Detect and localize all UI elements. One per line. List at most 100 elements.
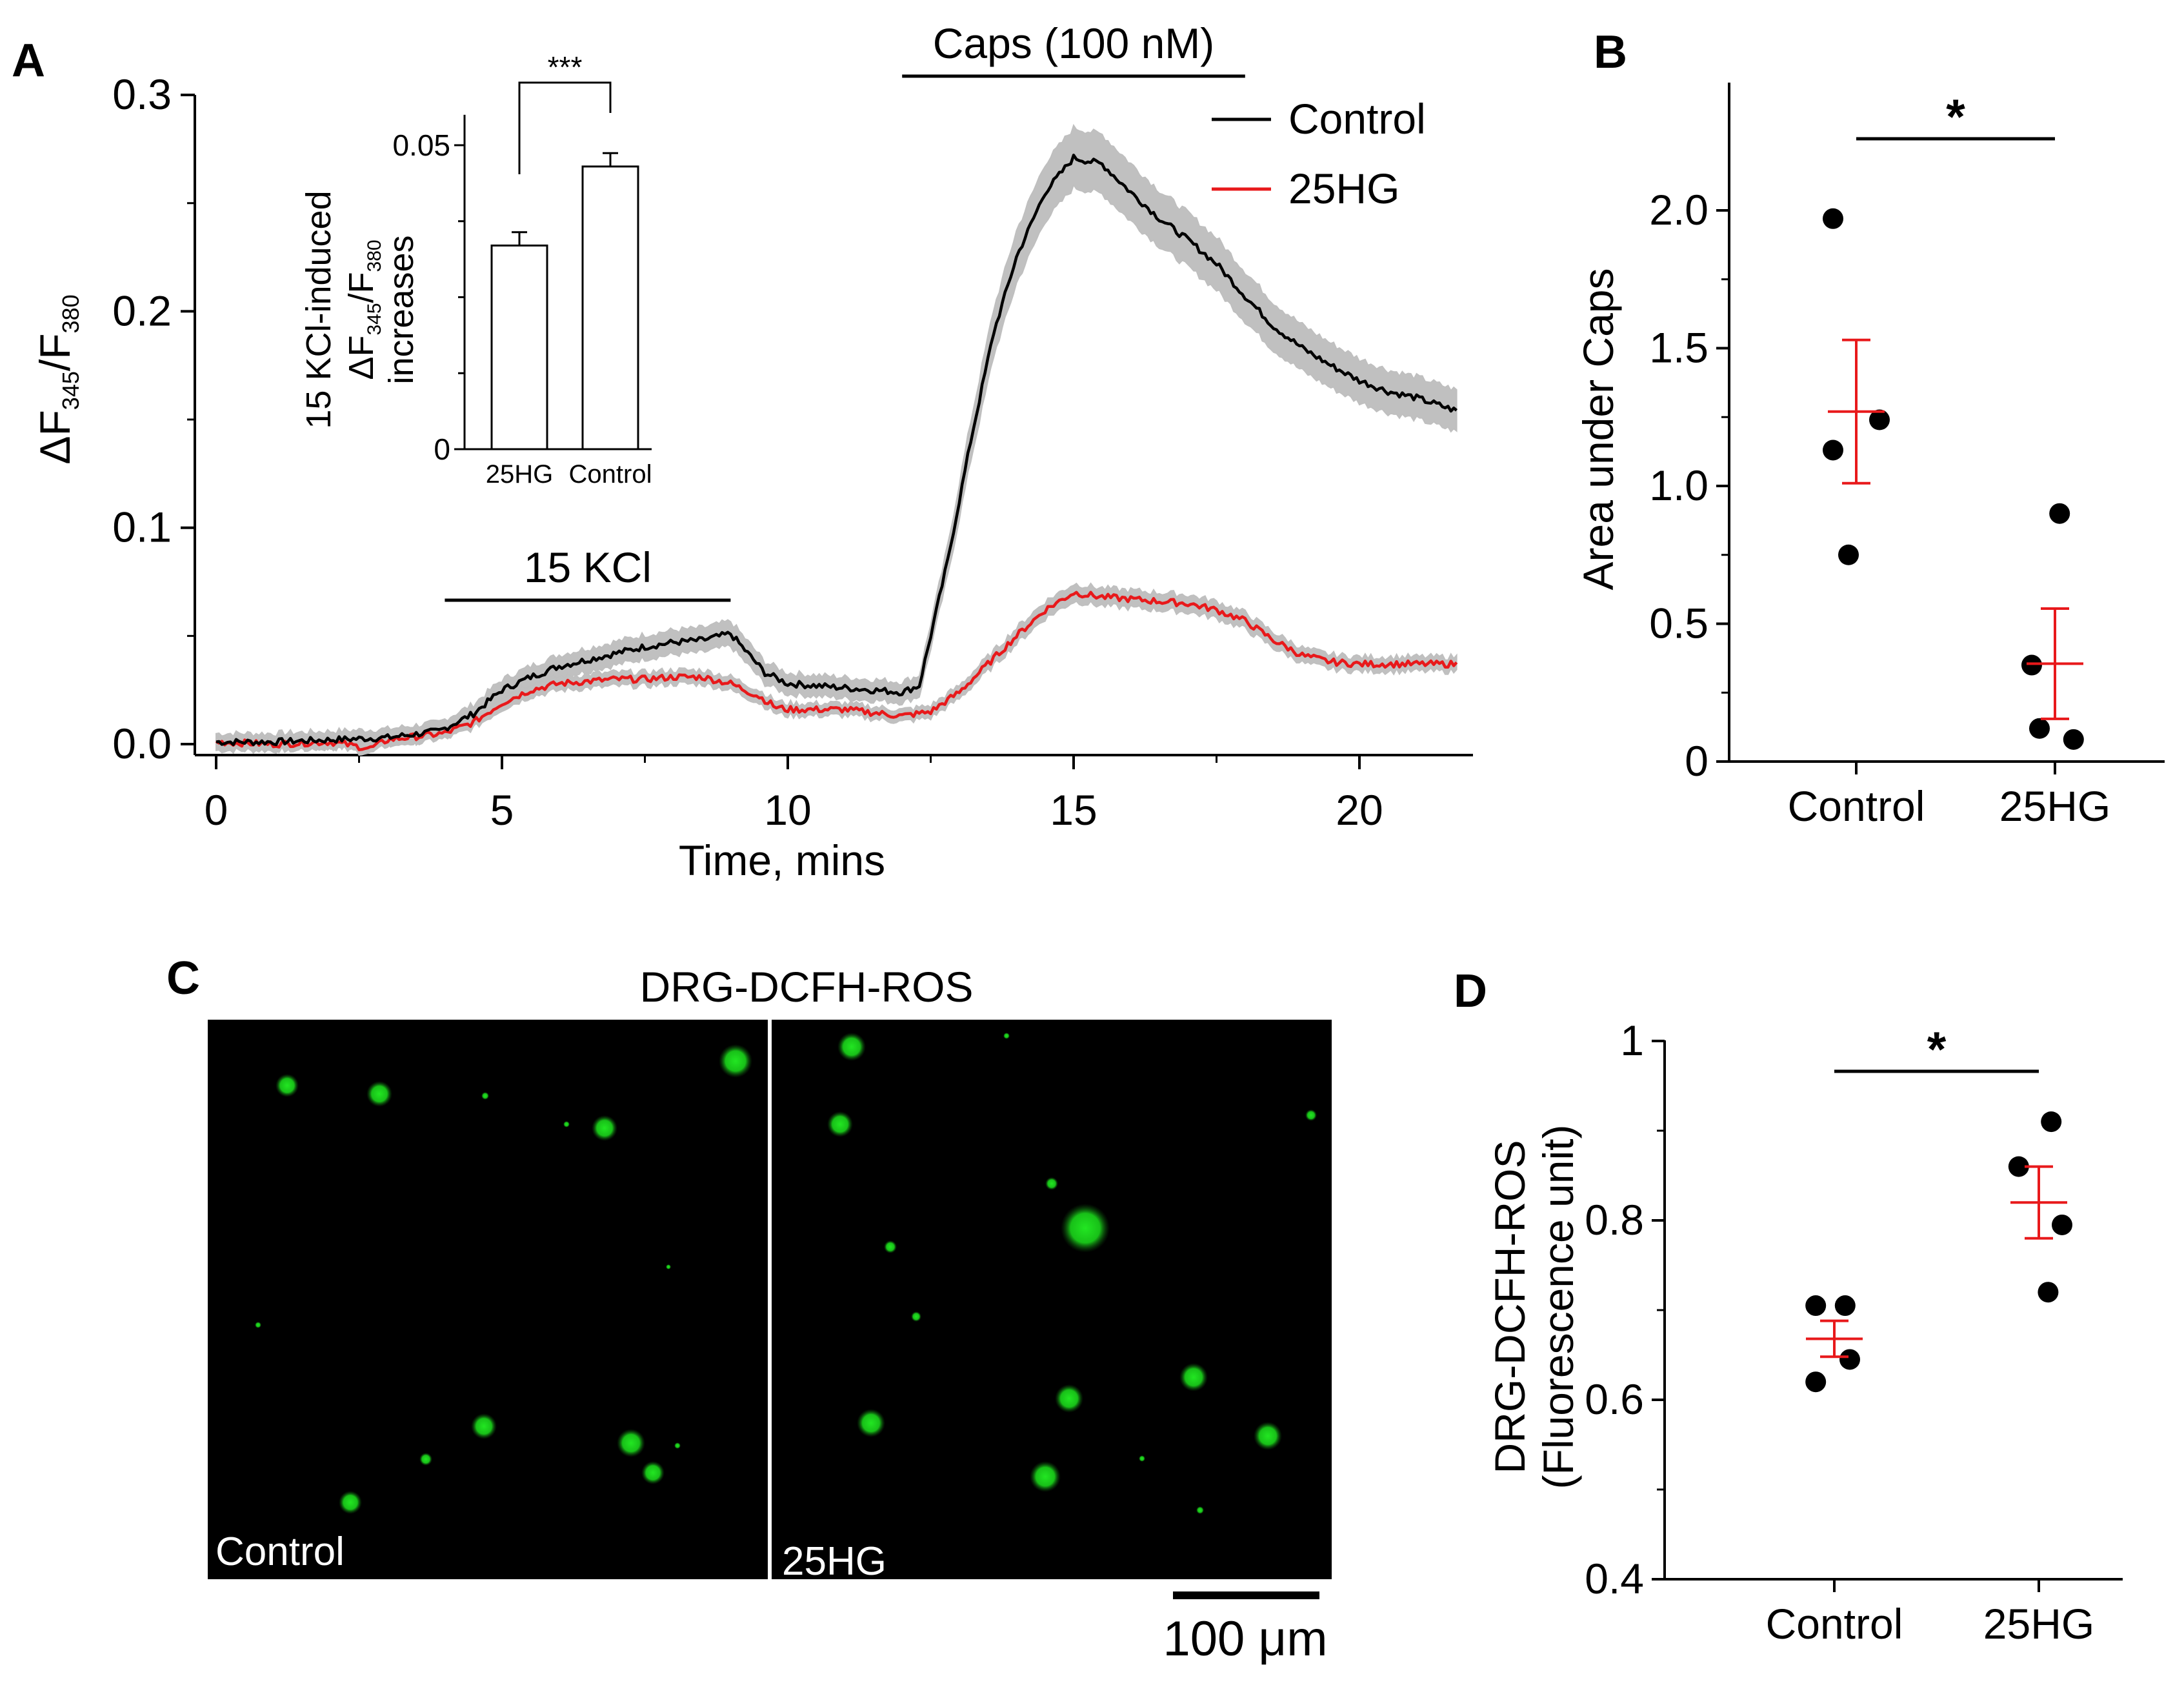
green-cell [1055, 1384, 1083, 1413]
d-point [2041, 1111, 2062, 1133]
d-y-tick-label: 0.8 [1585, 1196, 1644, 1244]
d-y-tick-label: 0.4 [1585, 1555, 1644, 1602]
inset-y-tick-label: 0 [434, 432, 450, 466]
panel-b-plot: 0 0.5 1.0 1.5 2.0 Control 25HG * [1649, 83, 2165, 830]
inset-x-tick-label: 25HG [486, 460, 554, 489]
inset-bar-25hg [490, 244, 548, 450]
green-cell [674, 1442, 681, 1449]
d-point [1834, 1295, 1856, 1317]
green-cell [911, 1311, 921, 1322]
b-point [1823, 439, 1843, 461]
green-cell [563, 1121, 570, 1127]
d-point [1805, 1371, 1827, 1393]
b-y-tick-label: 0 [1685, 737, 1708, 785]
panel-b: B Area under Caps 0 0.5 1.0 1.5 2.0 Control 25… [1574, 26, 2165, 830]
panel-d-y-label-1: DRG-DCFH-ROS [1486, 1140, 1534, 1474]
green-cell [366, 1081, 392, 1107]
green-cell [592, 1115, 617, 1141]
green-cell [419, 1453, 432, 1466]
a-y-tick-label: 0.0 [112, 720, 172, 767]
a-x-tick-label: 20 [1336, 786, 1383, 834]
d-significance-star: * [1927, 1022, 1947, 1077]
panel-a-y-label: ΔF345/F380 [31, 294, 84, 464]
micrograph-control-label: Control [215, 1530, 345, 1574]
panel-d-y-label-2: (Fluorescence unit) [1534, 1125, 1582, 1490]
d-y-tick-label: 1 [1620, 1016, 1644, 1064]
b-significance-star: * [1946, 90, 1965, 145]
legend-label-25hg: 25HG [1288, 165, 1399, 212]
panel-a-legend: Control 25HG [1212, 95, 1426, 212]
kcl-label: 15 KCl [524, 543, 652, 591]
panel-a-inset: 15 KCl-induced ΔF345/F380 increases 0 0.0… [299, 50, 652, 489]
green-cell [1139, 1455, 1145, 1462]
green-cell [1045, 1177, 1058, 1190]
micrograph-25hg-label: 25HG [782, 1539, 887, 1584]
green-cell [1305, 1109, 1317, 1121]
b-x-tick-label: Control [1788, 782, 1925, 830]
inset-bars: 25HG Control *** [486, 50, 652, 489]
caps-annotation: Caps (100 nM) [902, 19, 1245, 78]
legend-label-control: Control [1288, 95, 1426, 143]
b-point [1869, 409, 1890, 430]
b-x-tick-label: 25HG [1999, 782, 2110, 830]
inset-y-label-3: increases [382, 235, 421, 384]
series-line-control [215, 154, 1458, 747]
d-y-tick-label: 0.6 [1585, 1375, 1644, 1423]
green-cell [827, 1111, 853, 1137]
inset-y-label: 15 KCl-induced [299, 190, 338, 429]
panel-a-axes: 0.0 0.1 0.2 0.3 0 5 10 15 20 [112, 70, 1473, 834]
panel-c: C DRG-DCFH-ROS Control 25HG 100 μm [166, 953, 1332, 1666]
a-y-tick-label: 0.3 [112, 70, 172, 118]
green-cell [481, 1092, 489, 1100]
inset-x-tick-label: Control [569, 460, 652, 489]
d-x-tick-label: 25HG [1983, 1600, 2094, 1648]
green-cell [276, 1074, 299, 1097]
green-cell [884, 1240, 897, 1253]
panel-a: A ΔF345/F380 Time, mins 0.0 0.1 0.2 0.3 0 5 10… [12, 19, 1473, 884]
green-cell [1196, 1506, 1204, 1514]
green-cell [837, 1033, 866, 1061]
micrograph-cells [255, 1033, 1317, 1514]
panel-c-title: DRG-DCFH-ROS [640, 963, 974, 1011]
b-point [2029, 718, 2050, 739]
inset-y-tick-label: 0.05 [392, 128, 450, 162]
a-x-tick-label: 10 [764, 786, 811, 834]
green-cell [471, 1413, 497, 1439]
green-cell [719, 1044, 752, 1078]
b-y-tick-label: 0.5 [1649, 600, 1708, 647]
inset-bar-control [581, 165, 639, 450]
scale-bar-label: 100 μm [1163, 1611, 1327, 1666]
green-cell [641, 1461, 665, 1484]
panel-b-y-label: Area under Caps [1574, 268, 1622, 591]
panel-d-letter: D [1454, 965, 1487, 1017]
b-point [2049, 503, 2070, 524]
b-point [2063, 729, 2084, 750]
green-cell [1061, 1204, 1110, 1253]
a-x-tick-label: 5 [490, 786, 514, 834]
green-cell [255, 1322, 261, 1328]
panel-a-sem-bands [215, 124, 1458, 756]
b-point [2021, 654, 2042, 676]
green-cell [339, 1491, 362, 1514]
a-y-tick-label: 0.2 [112, 287, 172, 334]
d-point [1805, 1295, 1827, 1317]
inset-significance-bracket [518, 81, 612, 174]
green-cell [1179, 1363, 1208, 1391]
d-point [2052, 1214, 2072, 1235]
b-y-tick-label: 1.0 [1649, 461, 1708, 509]
b-point [1838, 544, 1859, 565]
panel-d: D DRG-DCFH-ROS (Fluorescence unit) 0.4 0.… [1454, 965, 2123, 1648]
d-point [2008, 1156, 2029, 1177]
a-y-tick-label: 0.1 [112, 503, 172, 551]
a-x-tick-label: 0 [205, 786, 228, 834]
inset-y-label-2: ΔF345/F380 [342, 239, 385, 379]
panel-b-letter: B [1594, 26, 1627, 78]
d-x-tick-label: Control [1766, 1600, 1903, 1648]
sem-band-control [215, 124, 1458, 754]
d-point [2038, 1282, 2059, 1303]
green-cell [1003, 1033, 1010, 1039]
green-cell [857, 1409, 885, 1437]
inset-significance-stars: *** [548, 50, 583, 84]
b-point [1823, 208, 1843, 229]
